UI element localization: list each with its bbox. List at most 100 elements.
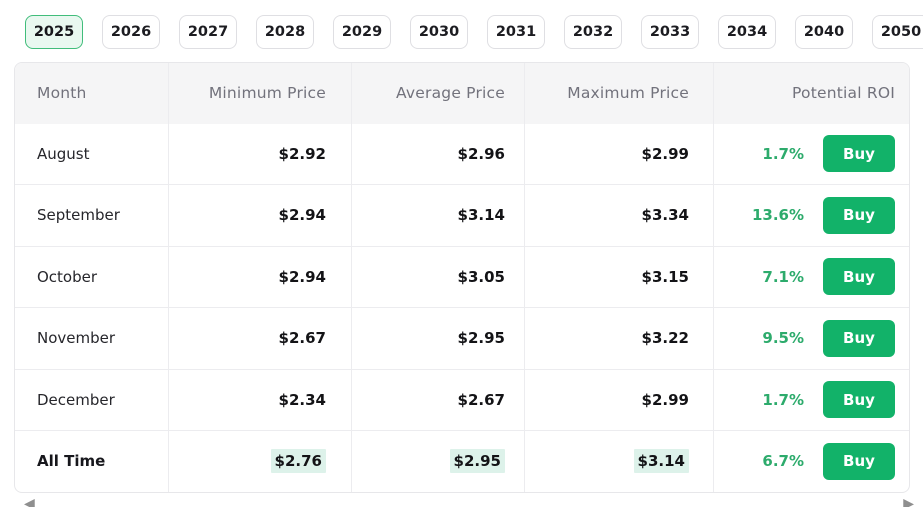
month-label: August — [37, 144, 90, 163]
month-label: September — [37, 206, 120, 225]
buy-button[interactable]: Buy — [823, 319, 895, 357]
roi-cell: 9.5% Buy — [713, 308, 909, 369]
buy-button[interactable]: Buy — [823, 381, 895, 419]
year-tab-label: 2040 — [803, 24, 845, 40]
average-price-cell: $3.14 — [351, 185, 524, 246]
average-price-value: $3.14 — [457, 206, 505, 225]
year-tab-label: 2033 — [649, 24, 691, 40]
table-row: All Time $2.76 $2.95 $3.14 6.7% Buy — [15, 430, 909, 492]
roi-value: 1.7% — [762, 144, 804, 163]
year-tab-label: 2034 — [726, 24, 768, 40]
average-price-cell: $2.95 — [351, 308, 524, 369]
scroll-right-icon[interactable]: ▶ — [903, 497, 914, 507]
maximum-price-cell: $3.22 — [524, 308, 713, 369]
year-tab-2050[interactable]: 2050 — [872, 15, 923, 49]
column-header-average-price: Average Price — [351, 63, 524, 124]
roi-value: 6.7% — [762, 452, 804, 471]
scroll-left-icon[interactable]: ◀ — [24, 497, 35, 507]
month-cell: August — [15, 124, 168, 185]
buy-button[interactable]: Buy — [823, 442, 895, 480]
minimum-price-value: $2.76 — [270, 449, 326, 474]
minimum-price-cell: $2.94 — [168, 185, 351, 246]
roi-value: 7.1% — [762, 267, 804, 286]
year-tab-2028[interactable]: 2028 — [256, 15, 314, 49]
year-tab-2034[interactable]: 2034 — [718, 15, 776, 49]
minimum-price-cell: $2.76 — [168, 431, 351, 492]
average-price-value: $2.67 — [457, 390, 505, 409]
column-header-maximum-price: Maximum Price — [524, 63, 713, 124]
month-cell: November — [15, 308, 168, 369]
year-tab-2033[interactable]: 2033 — [641, 15, 699, 49]
minimum-price-cell: $2.34 — [168, 369, 351, 430]
year-tab-label: 2050 — [880, 24, 922, 40]
year-tab-label: 2026 — [110, 24, 152, 40]
month-label: October — [37, 267, 98, 286]
average-price-value: $2.96 — [457, 144, 505, 163]
month-label: December — [37, 390, 115, 409]
year-tab-2032[interactable]: 2032 — [564, 15, 622, 49]
year-tab-bar: 2025 2026 2027 2028 2029 2030 2031 2032 … — [0, 0, 923, 49]
roi-cell: 1.7% Buy — [713, 369, 909, 430]
average-price-cell: $2.67 — [351, 369, 524, 430]
minimum-price-value: $2.67 — [278, 329, 326, 348]
year-tab-label: 2025 — [33, 24, 75, 40]
month-label: November — [37, 329, 116, 348]
average-price-value: $3.05 — [457, 267, 505, 286]
buy-button[interactable]: Buy — [823, 135, 895, 173]
month-cell: All Time — [15, 431, 168, 492]
table-row: October $2.94 $3.05 $3.15 7.1% Buy — [15, 245, 909, 308]
minimum-price-cell: $2.94 — [168, 246, 351, 307]
column-header-minimum-price: Minimum Price — [168, 63, 351, 124]
price-table: Month Minimum Price Average Price Maximu… — [14, 62, 910, 493]
month-cell: December — [15, 370, 168, 431]
average-price-cell: $2.95 — [351, 431, 524, 492]
maximum-price-cell: $2.99 — [524, 369, 713, 430]
column-header-month: Month — [37, 84, 87, 103]
year-tab-2027[interactable]: 2027 — [179, 15, 237, 49]
minimum-price-value: $2.94 — [278, 206, 326, 225]
roi-cell: 7.1% Buy — [713, 246, 909, 307]
roi-cell: 1.7% Buy — [713, 123, 909, 184]
average-price-value: $2.95 — [449, 449, 505, 474]
maximum-price-cell: $3.34 — [524, 185, 713, 246]
maximum-price-value: $2.99 — [641, 144, 689, 163]
year-tab-2025[interactable]: 2025 — [25, 15, 83, 49]
maximum-price-cell: $2.99 — [524, 123, 713, 184]
buy-button[interactable]: Buy — [823, 196, 895, 234]
year-tab-2030[interactable]: 2030 — [410, 15, 468, 49]
year-tab-2031[interactable]: 2031 — [487, 15, 545, 49]
table-row: December $2.34 $2.67 $2.99 1.7% Buy — [15, 368, 909, 431]
month-cell: October — [15, 247, 168, 308]
table-header-row: Month Minimum Price Average Price Maximu… — [15, 63, 909, 124]
month-cell: September — [15, 185, 168, 246]
average-price-cell: $2.96 — [351, 123, 524, 184]
table-body: August $2.92 $2.96 $2.99 1.7% Buy Septem… — [15, 123, 909, 492]
buy-button[interactable]: Buy — [823, 258, 895, 296]
maximum-price-value: $3.15 — [641, 267, 689, 286]
average-price-value: $2.95 — [457, 329, 505, 348]
roi-value: 13.6% — [751, 206, 804, 225]
maximum-price-cell: $3.14 — [524, 431, 713, 492]
horizontal-scrollbar: ◀ ▶ — [0, 496, 923, 507]
year-tab-2029[interactable]: 2029 — [333, 15, 391, 49]
roi-cell: 13.6% Buy — [713, 185, 909, 246]
table-row: November $2.67 $2.95 $3.22 9.5% Buy — [15, 307, 909, 369]
minimum-price-value: $2.94 — [278, 267, 326, 286]
maximum-price-value: $3.22 — [641, 329, 689, 348]
year-tab-label: 2027 — [187, 24, 229, 40]
minimum-price-cell: $2.67 — [168, 308, 351, 369]
table-row: September $2.94 $3.14 $3.34 13.6% Buy — [15, 184, 909, 246]
year-tab-2026[interactable]: 2026 — [102, 15, 160, 49]
year-tab-label: 2032 — [572, 24, 614, 40]
minimum-price-value: $2.34 — [278, 390, 326, 409]
roi-cell: 6.7% Buy — [713, 431, 909, 492]
column-header-potential-roi: Potential ROI — [713, 63, 909, 124]
year-tab-label: 2031 — [495, 24, 537, 40]
month-label: All Time — [37, 452, 106, 471]
maximum-price-cell: $3.15 — [524, 246, 713, 307]
year-tab-2040[interactable]: 2040 — [795, 15, 853, 49]
minimum-price-value: $2.92 — [278, 144, 326, 163]
minimum-price-cell: $2.92 — [168, 123, 351, 184]
maximum-price-value: $3.14 — [633, 449, 689, 474]
year-tab-label: 2029 — [341, 24, 383, 40]
